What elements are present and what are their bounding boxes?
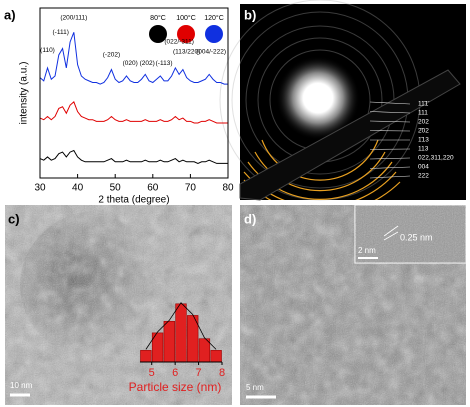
legend-marker [149, 25, 167, 43]
tem-image [5, 205, 232, 405]
ring-label: 113 [418, 146, 429, 153]
hist-tick-label: 5 [149, 367, 155, 379]
plot-frame [39, 7, 229, 179]
peak-label: (-113) [156, 60, 173, 67]
hrtem-image [240, 204, 467, 405]
fit-curve [145, 302, 217, 350]
hist-bar [140, 350, 152, 363]
x-tick-label: 50 [110, 183, 122, 194]
panel-label: c) [8, 211, 20, 226]
hist-x-title: Particle size (nm) [129, 380, 222, 394]
diffraction-pattern [219, 0, 466, 201]
ring-label: 111 [418, 110, 428, 117]
ring-label: 004 [418, 164, 429, 171]
panel-label: a) [4, 7, 16, 22]
ring-label: 2̄02 [418, 128, 429, 135]
xrd-line [39, 149, 228, 164]
legend-label: 100°C [176, 14, 196, 22]
hist-tick-label: 6 [172, 367, 178, 379]
inset-scale-label: 2 nm [358, 246, 376, 255]
hist-bar [210, 350, 222, 363]
legend-marker [205, 25, 223, 43]
x-tick-label: 30 [34, 183, 46, 194]
hist-bar [163, 320, 175, 363]
x-tick-label: 70 [185, 183, 197, 194]
ring-label: 1̄13 [418, 137, 429, 144]
x-tick-label: 80 [222, 183, 234, 194]
ring-label: 222 [418, 173, 429, 180]
panel-label: b) [244, 7, 256, 22]
peak-label: (202) [140, 60, 155, 67]
hist-tick-label: 8 [219, 367, 225, 379]
ring-pointer [369, 101, 411, 105]
ring-pointer [369, 166, 411, 169]
legend-label: 80°C [150, 14, 166, 22]
ring-pointer [369, 130, 411, 132]
hist-tick-label: 7 [196, 367, 202, 379]
x-axis-title: 2 theta (degree) [98, 195, 169, 206]
peak-label: (-111) [52, 29, 68, 36]
x-tick-label: 60 [147, 183, 159, 194]
lattice-spacing: 0.25 nm [400, 232, 433, 242]
scale-label: 10 nm [10, 381, 33, 390]
xrd-line [39, 32, 228, 85]
peak-label: (022/-311) [164, 39, 194, 46]
ring-pointer [369, 111, 411, 114]
ring-pointer [369, 148, 411, 150]
peak-label: (020) [123, 60, 138, 67]
xrd-line [39, 101, 228, 124]
peak-label: (110) [40, 47, 55, 54]
peak-label: (-202) [103, 52, 120, 59]
hist-bar [175, 303, 187, 363]
ring-pointer [369, 120, 411, 123]
ring-pointer [369, 157, 411, 160]
y-axis-title: intensity (a.u.) [19, 62, 30, 125]
peak-label: (113/220) [173, 48, 200, 55]
peak-label: (200/111) [60, 14, 87, 21]
legend-marker [177, 25, 195, 43]
x-tick-label: 40 [72, 183, 84, 194]
panel-label: d) [244, 211, 256, 226]
ring-label: 202 [418, 119, 429, 126]
peak-label: (004/-222) [196, 48, 226, 55]
scale-label: 5 nm [246, 383, 264, 392]
ring-label: 11̄1̄ [418, 101, 429, 108]
ring-pointer [369, 175, 411, 179]
ring-label: 022,311,220 [418, 155, 454, 162]
legend-label: 120°C [204, 14, 224, 22]
hist-bar [198, 338, 211, 363]
